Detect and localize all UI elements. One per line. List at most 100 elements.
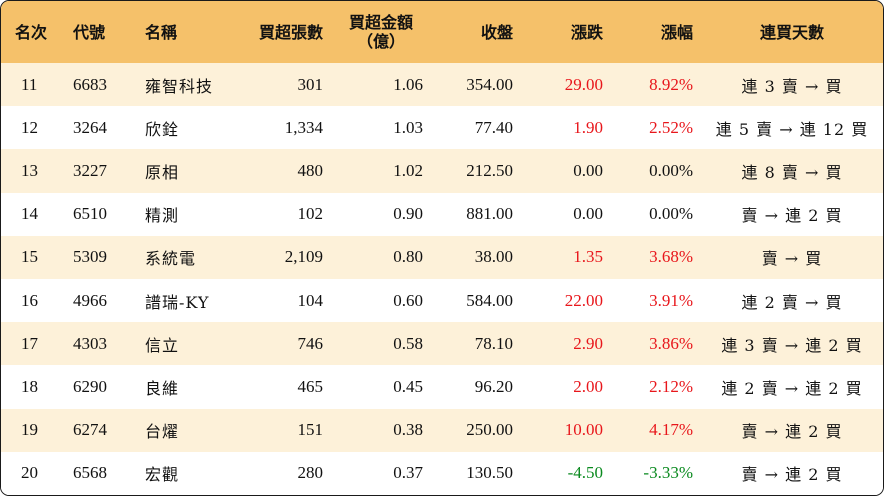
cell-change: 0.00 — [573, 160, 603, 180]
cell-net-buy-lots: 2,109 — [284, 247, 323, 267]
table-row: 20 6568 宏觀 280 0.37 130.50 -4.50 -3.33% 賣 → 連 2 … — [1, 451, 883, 495]
cell-net-buy-amount: 0.80 — [393, 247, 423, 267]
cell-name: 原相 — [145, 162, 180, 182]
cell-change-pct: 3.91% — [649, 290, 693, 310]
cell-change: 10.00 — [564, 420, 603, 440]
cell-consecutive-days: 連 2 賣 → 買 — [741, 292, 843, 312]
cell-rank: 14 — [21, 204, 38, 224]
header-name: 名稱 — [145, 22, 178, 42]
header-net-buy-amount: 買超金額 （億） — [331, 1, 431, 63]
cell-consecutive-days: 賣 → 連 2 買 — [741, 465, 843, 485]
header-net-buy-amount-line1: 買超金額 — [348, 13, 413, 32]
cell-change: 1.90 — [573, 117, 603, 137]
cell-net-buy-amount: 0.38 — [393, 420, 423, 440]
cell-name: 良維 — [145, 378, 180, 398]
cell-name: 信立 — [145, 335, 180, 355]
header-net-buy-amount-line2: （億） — [356, 32, 405, 51]
cell-code: 6568 — [73, 463, 107, 483]
header-consecutive-days: 連買天數 — [759, 22, 824, 42]
cell-consecutive-days: 連 5 賣 → 連 12 買 — [715, 119, 869, 139]
cell-change-pct: 2.12% — [649, 376, 693, 396]
cell-net-buy-amount: 1.02 — [393, 160, 423, 180]
cell-close: 130.50 — [466, 463, 513, 483]
cell-change: 2.00 — [573, 376, 603, 396]
cell-change-pct: 2.52% — [649, 117, 693, 137]
cell-change: 1.35 — [573, 247, 603, 267]
cell-close: 212.50 — [466, 160, 513, 180]
cell-net-buy-amount: 0.60 — [393, 290, 423, 310]
table-row: 15 5309 系統電 2,109 0.80 38.00 1.35 3.68% 賣 → 買 — [1, 235, 883, 279]
cell-close: 584.00 — [466, 290, 513, 310]
table-row: 17 4303 信立 746 0.58 78.10 2.90 3.86% 連 3 賣 → 連 2… — [1, 322, 883, 366]
cell-consecutive-days: 連 3 賣 → 連 2 買 — [721, 335, 863, 355]
cell-consecutive-days: 連 2 賣 → 連 2 買 — [721, 378, 863, 398]
cell-code: 6683 — [73, 74, 107, 94]
cell-rank: 15 — [21, 247, 38, 267]
cell-rank: 19 — [21, 420, 38, 440]
cell-close: 77.40 — [474, 117, 513, 137]
cell-consecutive-days: 連 8 賣 → 買 — [741, 162, 843, 182]
cell-net-buy-lots: 104 — [297, 290, 324, 310]
cell-net-buy-lots: 151 — [297, 420, 324, 440]
cell-close: 78.10 — [474, 333, 513, 353]
cell-rank: 18 — [21, 376, 38, 396]
cell-name: 宏觀 — [145, 465, 180, 485]
cell-close: 96.20 — [474, 376, 513, 396]
cell-net-buy-lots: 465 — [297, 376, 324, 396]
cell-consecutive-days: 連 3 賣 → 買 — [741, 76, 843, 96]
cell-code: 3227 — [73, 160, 107, 180]
cell-net-buy-amount: 0.90 — [393, 204, 423, 224]
cell-net-buy-amount: 1.03 — [393, 117, 423, 137]
cell-change: 0.00 — [573, 204, 603, 224]
cell-rank: 12 — [21, 117, 38, 137]
cell-change-pct: 8.92% — [649, 74, 693, 94]
cell-change-pct: 0.00% — [649, 204, 693, 224]
cell-net-buy-lots: 301 — [297, 74, 324, 94]
cell-net-buy-amount: 0.58 — [393, 333, 423, 353]
cell-rank: 20 — [21, 463, 38, 483]
cell-change-pct: -3.33% — [643, 463, 693, 483]
header-net-buy-lots: 買超張數 — [258, 22, 323, 42]
cell-code: 5309 — [73, 247, 107, 267]
cell-name: 雍智科技 — [145, 76, 214, 96]
cell-name: 譜瑞-KY — [145, 292, 210, 312]
cell-change-pct: 4.17% — [649, 420, 693, 440]
cell-consecutive-days: 賣 → 連 2 買 — [741, 422, 843, 442]
header-rank: 名次 — [15, 22, 48, 42]
cell-rank: 11 — [21, 74, 38, 94]
cell-net-buy-lots: 746 — [297, 333, 324, 353]
table-row: 19 6274 台燿 151 0.38 250.00 10.00 4.17% 賣 → 連 2 買 — [1, 408, 883, 452]
cell-code: 6510 — [73, 204, 107, 224]
cell-net-buy-amount: 1.06 — [393, 74, 423, 94]
table-row: 12 3264 欣銓 1,334 1.03 77.40 1.90 2.52% 連 5 賣 → 連… — [1, 106, 883, 150]
header-change: 漲跌 — [570, 22, 603, 42]
cell-consecutive-days: 賣 → 買 — [761, 249, 823, 269]
header-change-pct: 漲幅 — [660, 22, 693, 42]
cell-net-buy-amount: 0.45 — [393, 376, 423, 396]
cell-change: -4.50 — [567, 463, 603, 483]
cell-code: 3264 — [73, 117, 107, 137]
header-close: 收盤 — [480, 22, 513, 42]
cell-name: 精測 — [145, 206, 180, 226]
cell-change: 2.90 — [573, 333, 603, 353]
cell-close: 38.00 — [474, 247, 513, 267]
cell-name: 欣銓 — [145, 119, 180, 139]
cell-rank: 17 — [21, 333, 38, 353]
cell-name: 台燿 — [145, 422, 180, 442]
cell-net-buy-lots: 1,334 — [284, 117, 323, 137]
table-row: 14 6510 精測 102 0.90 881.00 0.00 0.00% 賣 → 連 2 買 — [1, 192, 883, 236]
cell-net-buy-lots: 280 — [297, 463, 324, 483]
cell-change: 29.00 — [564, 74, 603, 94]
cell-net-buy-lots: 102 — [297, 204, 324, 224]
table-row: 13 3227 原相 480 1.02 212.50 0.00 0.00% 連 8 賣 → 買 — [1, 149, 883, 193]
cell-change-pct: 3.68% — [649, 247, 693, 267]
cell-code: 4303 — [73, 333, 107, 353]
cell-close: 250.00 — [466, 420, 513, 440]
cell-net-buy-lots: 480 — [297, 160, 324, 180]
cell-code: 4966 — [73, 290, 107, 310]
table-row: 16 4966 譜瑞-KY 104 0.60 584.00 22.00 3.91% 連 2 賣 … — [1, 278, 883, 323]
cell-code: 6290 — [73, 376, 107, 396]
table-header: 名次 代號 名稱 買超張數 買超金額 （億） 收盤 漲跌 漲幅 連買天數 — [1, 1, 883, 63]
